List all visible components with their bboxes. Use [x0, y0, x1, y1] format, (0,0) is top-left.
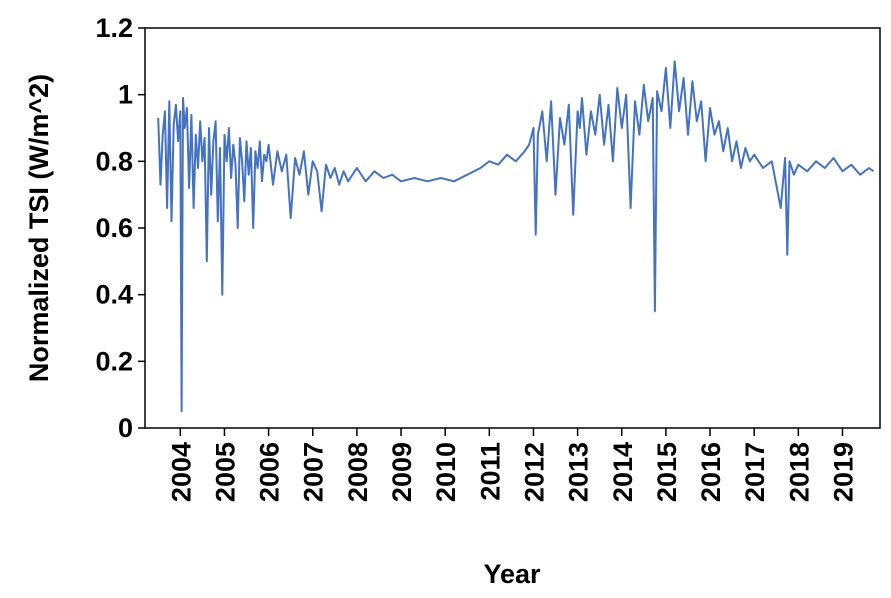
x-tick-label: 2013 [564, 442, 594, 502]
y-tick-label: 1 [118, 80, 133, 110]
x-tick-label: 2005 [210, 442, 240, 502]
x-tick-label: 2015 [652, 442, 682, 502]
y-tick-label: 0.4 [95, 280, 133, 310]
x-axis-label: Year [483, 559, 541, 589]
y-tick-label: 0.6 [95, 213, 133, 243]
x-tick-label: 2014 [608, 442, 638, 502]
x-tick-label: 2019 [828, 442, 858, 502]
y-tick-label: 0.2 [95, 346, 133, 376]
x-tick-label: 2016 [696, 442, 726, 502]
x-tick-label: 2007 [299, 442, 329, 502]
x-tick-label: 2011 [475, 442, 505, 501]
x-tick-label: 2008 [343, 442, 373, 502]
x-tick-label: 2009 [387, 442, 417, 502]
x-tick-label: 2017 [740, 442, 770, 502]
x-tick-label: 2004 [166, 442, 196, 502]
y-tick-label: 0 [118, 413, 133, 443]
y-tick-label: 0.8 [95, 146, 133, 176]
x-tick-label: 2012 [519, 442, 549, 502]
y-axis-label: Normalized TSI (W/m^2) [24, 74, 54, 382]
y-axis-ticks: 0 0.2 0.4 0.6 0.8 1 1.2 [95, 13, 145, 443]
x-tick-label: 2018 [784, 442, 814, 502]
x-axis-ticks: 2004 2005 2006 2007 2008 2009 2010 2011 2012 2013… [166, 428, 858, 502]
y-tick-label: 1.2 [95, 13, 133, 43]
tsi-series-line [157, 60, 874, 413]
plot-area [144, 27, 881, 429]
x-tick-label: 2006 [255, 442, 285, 502]
x-tick-label: 2010 [431, 442, 461, 502]
